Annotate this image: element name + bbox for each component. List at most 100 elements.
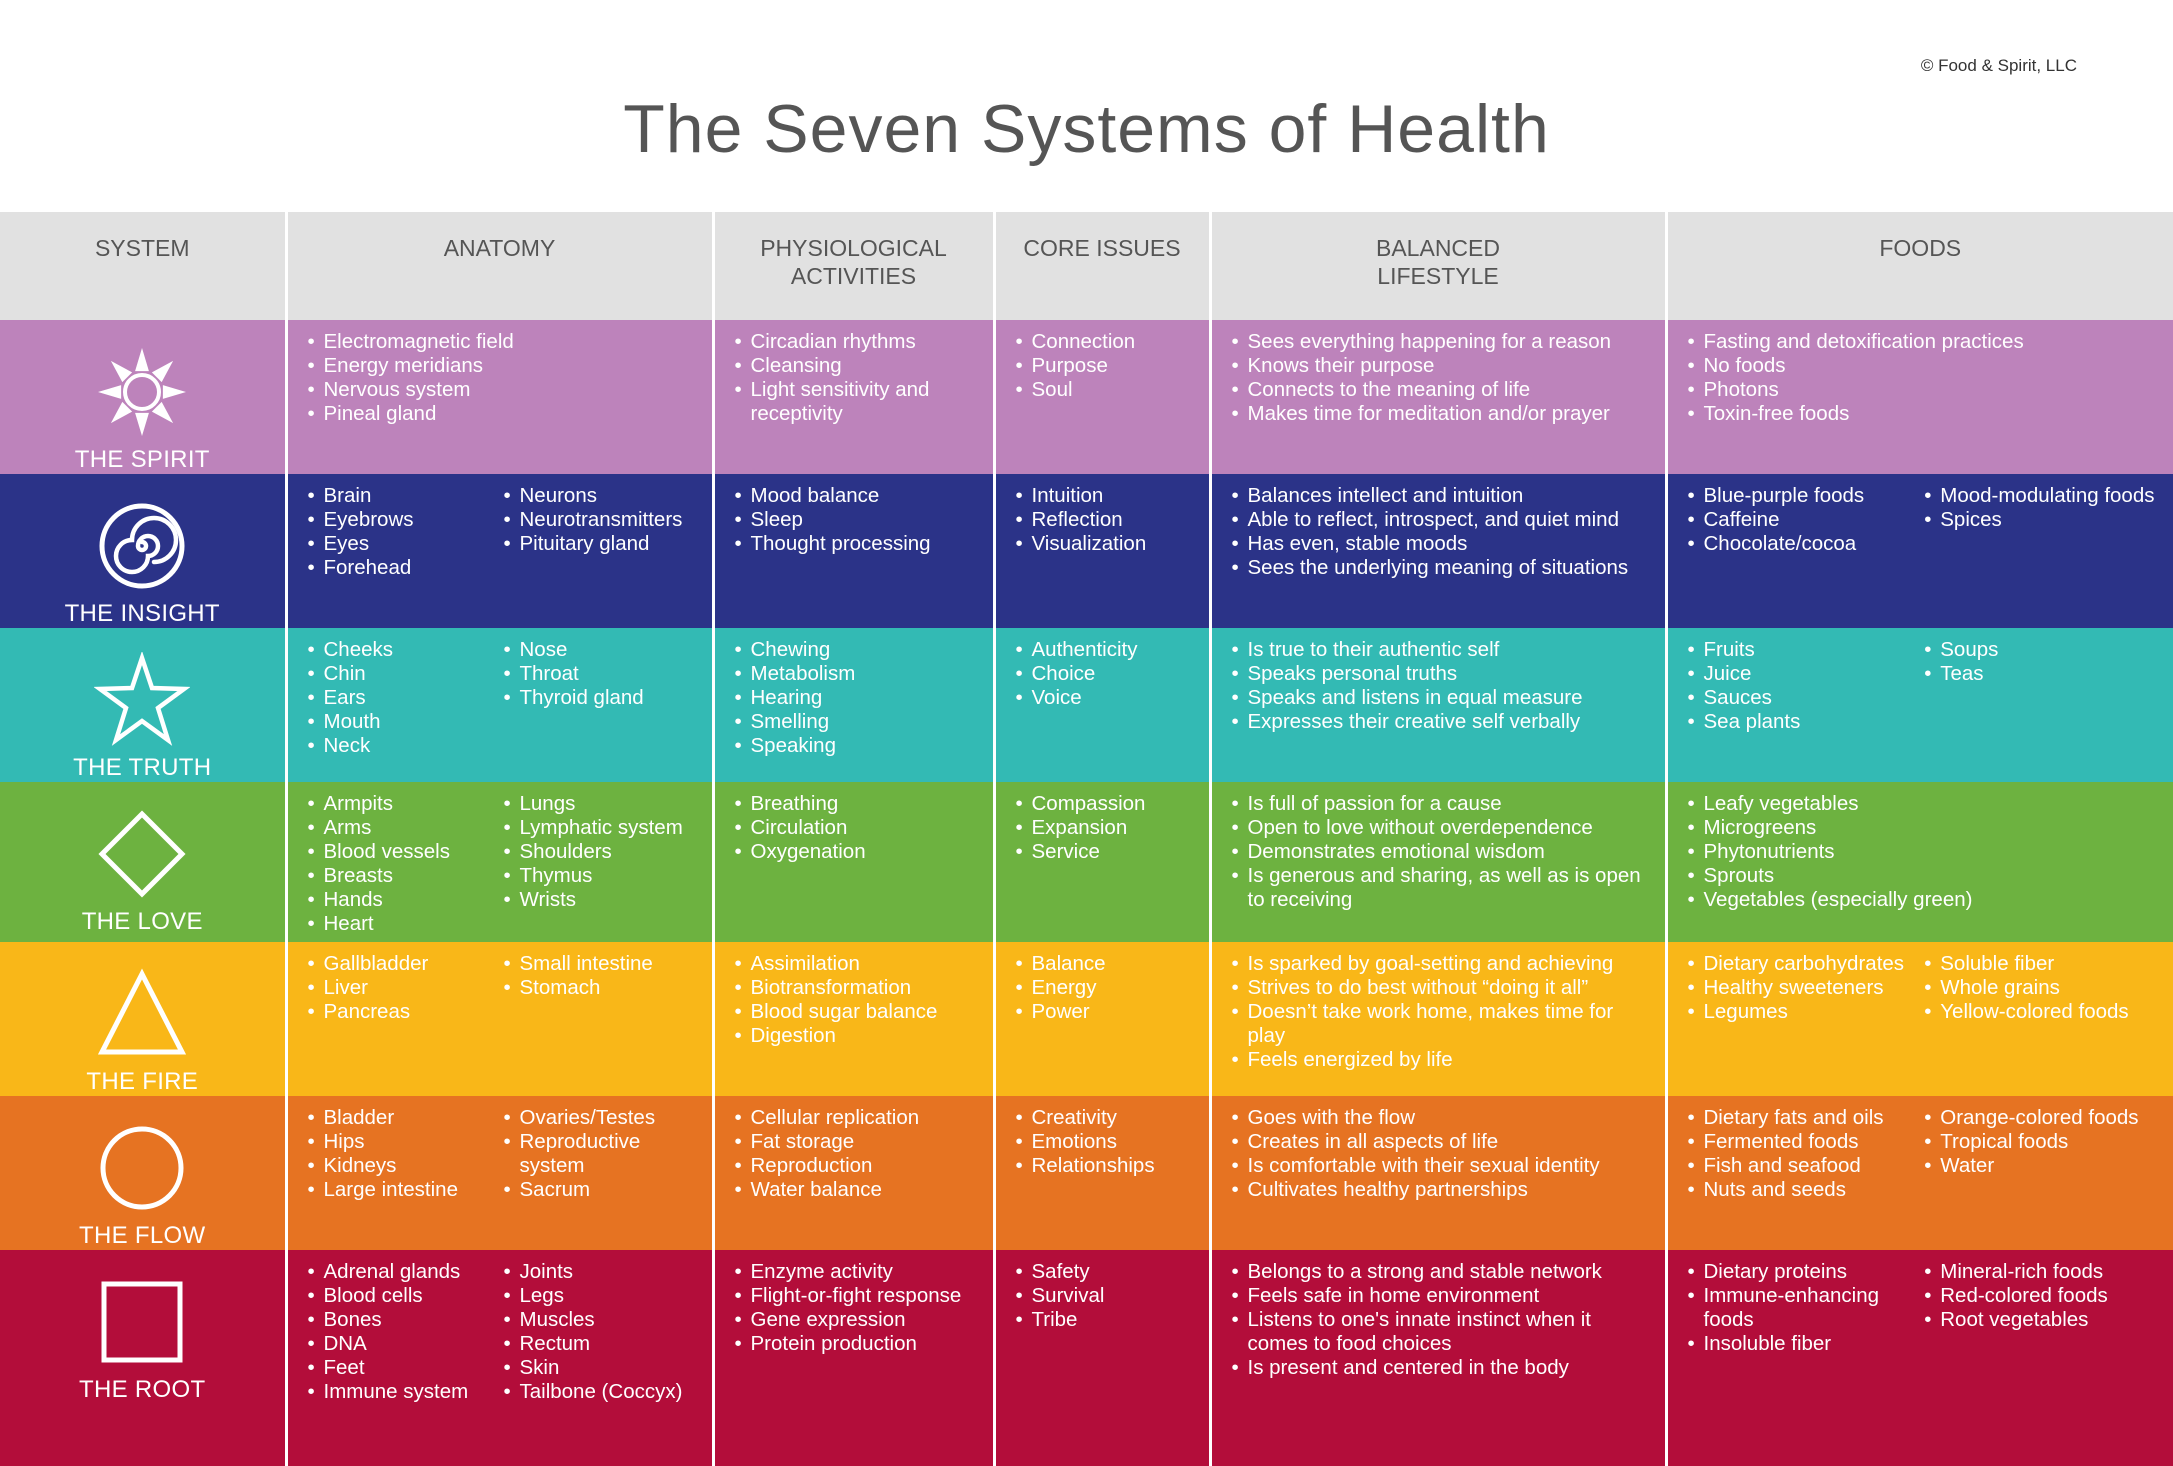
list-item: Armpits bbox=[308, 792, 504, 816]
table-row: THE ROOT Adrenal glandsBlood cellsBonesDN… bbox=[0, 1250, 2173, 1466]
list-item: Digestion bbox=[735, 1024, 981, 1048]
list-item: Healthy sweeteners bbox=[1688, 976, 1925, 1000]
list-item: Gene expression bbox=[735, 1308, 981, 1332]
list-item-text: Service bbox=[1031, 840, 1100, 863]
list-item: Is generous and sharing, as well as is o… bbox=[1232, 864, 1653, 912]
list-item-text: Liver bbox=[323, 976, 368, 999]
core-issues-cell: AuthenticityChoiceVoice bbox=[994, 628, 1212, 782]
list-item-text: Doesn’t take work home, makes time for p… bbox=[1247, 1000, 1614, 1047]
system-cell: THE LOVE bbox=[0, 782, 288, 942]
list-item-text: Demonstrates emotional wisdom bbox=[1247, 840, 1545, 863]
anatomy-columns: Electromagnetic fieldEnergy meridiansNer… bbox=[308, 330, 700, 426]
list-item-text: Balance bbox=[1031, 952, 1106, 975]
list-item: Heart bbox=[308, 912, 504, 936]
list-item: Knows their purpose bbox=[1232, 354, 1653, 378]
list-item: Enzyme activity bbox=[735, 1260, 981, 1284]
foods-cell: Fasting and detoxification practicesNo f… bbox=[1666, 320, 2173, 474]
anatomy-cell: CheeksChinEarsMouthNeckNoseThroatThyroid… bbox=[286, 628, 715, 782]
physiological-list: Enzyme activityFlight-or-fight responseG… bbox=[735, 1260, 981, 1356]
list-item: Legumes bbox=[1688, 1000, 1925, 1024]
list-item: Breathing bbox=[735, 792, 981, 816]
list-item-text: Relationships bbox=[1031, 1154, 1155, 1177]
foods-columns: Dietary fats and oilsFermented foodsFish… bbox=[1688, 1106, 2162, 1202]
list-item: Gallbladder bbox=[308, 952, 504, 976]
list-item: Speaking bbox=[735, 734, 981, 758]
foods-list: Soluble fiberWhole grainsYellow-colored … bbox=[1924, 952, 2161, 1024]
list-item-text: Nose bbox=[519, 638, 568, 661]
list-item-text: Rectum bbox=[519, 1332, 591, 1355]
foods-list: Orange-colored foodsTropical foodsWater bbox=[1924, 1106, 2161, 1202]
table-row: THE FLOW BladderHipsKidneysLarge intestin… bbox=[0, 1096, 2173, 1250]
table-header-row: SYSTEM ANATOMY PHYSIOLOGICAL ACTIVITIES … bbox=[0, 212, 2173, 320]
list-item-text: Chin bbox=[323, 662, 366, 685]
list-item: Cleansing bbox=[735, 354, 981, 378]
list-item: Sees everything happening for a reason bbox=[1232, 330, 1653, 354]
system-cell: THE SPIRIT bbox=[0, 320, 288, 474]
list-item-text: Is generous and sharing, as well as is o… bbox=[1247, 864, 1641, 911]
list-item: Balance bbox=[1016, 952, 1197, 976]
list-item: Pancreas bbox=[308, 1000, 504, 1024]
system-name: THE INSIGHT bbox=[64, 600, 220, 627]
list-item-text: Feet bbox=[323, 1356, 365, 1379]
list-item-text: Small intestine bbox=[519, 952, 653, 975]
core-issues-list: SafetySurvivalTribe bbox=[1016, 1260, 1197, 1332]
list-item-text: Kidneys bbox=[323, 1154, 397, 1177]
list-item-text: Neurons bbox=[519, 484, 598, 507]
list-item: Feet bbox=[308, 1356, 504, 1380]
list-item: Adrenal glands bbox=[308, 1260, 504, 1284]
physiological-cell: ChewingMetabolismHearingSmellingSpeaking bbox=[713, 628, 996, 782]
anatomy-cell: BladderHipsKidneysLarge intestineOvaries… bbox=[286, 1096, 715, 1250]
list-item-text: Sees everything happening for a reason bbox=[1247, 330, 1612, 353]
foods-list: Mineral-rich foodsRed-colored foodsRoot … bbox=[1924, 1260, 2161, 1356]
anatomy-list: GallbladderLiverPancreas bbox=[308, 952, 504, 1024]
anatomy-columns: BrainEyebrowsEyesForeheadNeuronsNeurotra… bbox=[308, 484, 700, 580]
list-item: Immune system bbox=[308, 1380, 504, 1404]
list-item-text: Immune system bbox=[323, 1380, 469, 1403]
physiological-list: Cellular replicationFat storageReproduct… bbox=[735, 1106, 981, 1202]
balanced-lifestyle-cell: Is full of passion for a causeOpen to lo… bbox=[1210, 782, 1668, 942]
header-anatomy: ANATOMY bbox=[286, 212, 715, 320]
core-issues-cell: IntuitionReflectionVisualization bbox=[994, 474, 1212, 628]
header-balanced-line1: BALANCED bbox=[1376, 235, 1500, 261]
list-item-text: Compassion bbox=[1031, 792, 1146, 815]
list-item-text: Red-colored foods bbox=[1940, 1284, 2108, 1307]
header-balanced: BALANCED LIFESTYLE bbox=[1210, 212, 1668, 320]
anatomy-list: Electromagnetic fieldEnergy meridiansNer… bbox=[308, 330, 700, 426]
list-item-text: Pituitary gland bbox=[519, 532, 650, 555]
anatomy-columns: Adrenal glandsBlood cellsBonesDNAFeetImm… bbox=[308, 1260, 700, 1404]
core-issues-cell: BalanceEnergyPower bbox=[994, 942, 1212, 1096]
list-item-text: Emotions bbox=[1031, 1130, 1117, 1153]
list-item-text: Speaking bbox=[750, 734, 836, 757]
balanced-lifestyle-cell: Is true to their authentic selfSpeaks pe… bbox=[1210, 628, 1668, 782]
list-item-text: Breathing bbox=[750, 792, 839, 815]
header-core-issues: CORE ISSUES bbox=[994, 212, 1212, 320]
list-item: Speaks and listens in equal measure bbox=[1232, 686, 1653, 710]
list-item: Soluble fiber bbox=[1924, 952, 2161, 976]
anatomy-cell: Adrenal glandsBlood cellsBonesDNAFeetImm… bbox=[286, 1250, 715, 1466]
list-item: Water bbox=[1924, 1154, 2161, 1178]
list-item: Creativity bbox=[1016, 1106, 1197, 1130]
list-item-text: Able to reflect, introspect, and quiet m… bbox=[1247, 508, 1619, 531]
foods-list: SoupsTeas bbox=[1924, 638, 2161, 734]
list-item-text: Sacrum bbox=[519, 1178, 591, 1201]
list-item-text: Smelling bbox=[750, 710, 830, 733]
diamond-icon bbox=[94, 806, 190, 902]
list-item-text: Wrists bbox=[519, 888, 577, 911]
list-item-text: Is sparked by goal-setting and achieving bbox=[1247, 952, 1614, 975]
list-item: Neck bbox=[308, 734, 504, 758]
list-item: Intuition bbox=[1016, 484, 1197, 508]
physiological-cell: Cellular replicationFat storageReproduct… bbox=[713, 1096, 996, 1250]
list-item: Sauces bbox=[1688, 686, 1925, 710]
list-item-text: Tailbone (Coccyx) bbox=[519, 1380, 683, 1403]
list-item-text: Authenticity bbox=[1031, 638, 1138, 661]
foods-list: Dietary proteinsImmune-enhancing foodsIn… bbox=[1688, 1260, 1925, 1356]
list-item-text: Reproductive system bbox=[519, 1130, 641, 1177]
list-item: Creates in all aspects of life bbox=[1232, 1130, 1653, 1154]
foods-list: Mood-modulating foodsSpices bbox=[1924, 484, 2161, 556]
foods-cell: Dietary carbohydratesHealthy sweetenersL… bbox=[1666, 942, 2173, 1096]
foods-list: Dietary carbohydratesHealthy sweetenersL… bbox=[1688, 952, 1925, 1024]
list-item: Liver bbox=[308, 976, 504, 1000]
list-item: Reproduction bbox=[735, 1154, 981, 1178]
list-item: Teas bbox=[1924, 662, 2161, 686]
list-item: Dietary proteins bbox=[1688, 1260, 1925, 1284]
